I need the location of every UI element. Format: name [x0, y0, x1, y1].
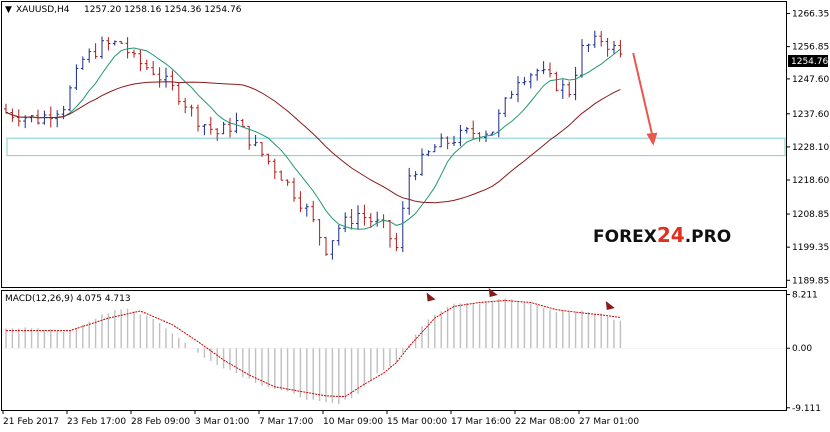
price-tick-label: 1266.35 — [792, 9, 829, 19]
watermark-logo: FOREX24.PRO — [593, 223, 731, 247]
price-tick-label: 1256.85 — [792, 43, 829, 53]
watermark-part1: FOREX — [593, 227, 657, 247]
macd-label: MACD(12,26,9) 4.075 4.713 — [5, 294, 131, 304]
watermark-part3: .PRO — [685, 227, 731, 247]
time-tick-label: 15 Mar 00:00 — [387, 417, 447, 427]
macd-tick-label: 8.211 — [792, 291, 818, 301]
time-tick-label: 21 Feb 2017 — [3, 417, 59, 427]
candles — [4, 30, 623, 260]
price-tick-label: 1237.60 — [792, 110, 829, 120]
divergence-marker — [605, 301, 615, 311]
chart-collapse-icon[interactable]: ▼ — [5, 5, 12, 15]
time-tick-label: 3 Mar 01:00 — [195, 417, 250, 427]
time-tick-label: 17 Mar 16:00 — [451, 417, 511, 427]
current-price-label: 1254.76 — [791, 57, 828, 67]
forecast-arrow-shaft — [632, 52, 654, 136]
price-tick-label: 1247.60 — [792, 75, 829, 85]
time-tick-label: 7 Mar 17:00 — [259, 417, 314, 427]
symbol-label: XAUUSD,H4 — [16, 5, 70, 15]
macd-histogram — [2, 298, 786, 405]
divergence-markers — [426, 287, 615, 311]
price-axis: 1266.35 1256.85 1247.60 1237.60 1228.10 1218.… — [786, 9, 829, 286]
ohlc-label: 1257.20 1258.16 1254.36 1254.76 — [84, 5, 242, 15]
price-tick-label: 1208.85 — [792, 210, 829, 220]
price-tick-label: 1228.10 — [792, 143, 829, 153]
macd-signal-line — [6, 299, 621, 398]
price-tick-label: 1218.60 — [792, 176, 829, 186]
forecast-arrow — [632, 52, 658, 146]
support-zone — [6, 137, 786, 157]
macd-tick-label: 0.00 — [792, 344, 812, 354]
macd-tick-label: -9.111 — [792, 404, 821, 414]
time-tick-label: 23 Feb 17:00 — [67, 417, 126, 427]
price-tick-label: 1199.35 — [792, 243, 829, 253]
time-tick-label: 22 Mar 08:00 — [515, 417, 575, 427]
moving-average-8 — [5, 47, 621, 230]
macd-panel-frame — [1, 290, 787, 411]
time-axis: 21 Feb 2017 23 Feb 17:00 28 Feb 09:00 3 Mar… — [2, 410, 639, 427]
forecast-arrow-head — [646, 132, 658, 146]
main-chart-frame — [1, 1, 787, 288]
price-tick-label: 1189.85 — [792, 276, 829, 286]
macd-axis: 8.211 0.00 -9.111 — [786, 291, 821, 414]
divergence-marker — [488, 287, 498, 297]
macd-signal-polyline — [6, 299, 621, 398]
moving-averages — [5, 47, 621, 230]
watermark-part2: 24 — [657, 223, 685, 247]
support-zone-box — [6, 137, 786, 157]
current-price-tag — [788, 55, 828, 67]
time-tick-label: 28 Feb 09:00 — [131, 417, 190, 427]
moving-average-28 — [5, 81, 621, 204]
time-tick-label: 10 Mar 09:00 — [323, 417, 383, 427]
divergence-marker — [426, 292, 436, 302]
time-tick-label: 27 Mar 01:00 — [579, 417, 639, 427]
